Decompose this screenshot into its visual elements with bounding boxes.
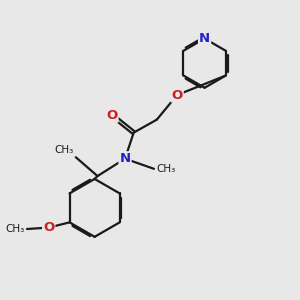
Text: N: N [199,32,210,45]
Text: CH₃: CH₃ [54,145,74,155]
Text: O: O [43,221,54,234]
Text: O: O [172,88,183,101]
Text: CH₃: CH₃ [5,224,25,234]
Text: N: N [119,152,130,165]
Text: CH₃: CH₃ [156,164,176,174]
Text: O: O [106,109,118,122]
